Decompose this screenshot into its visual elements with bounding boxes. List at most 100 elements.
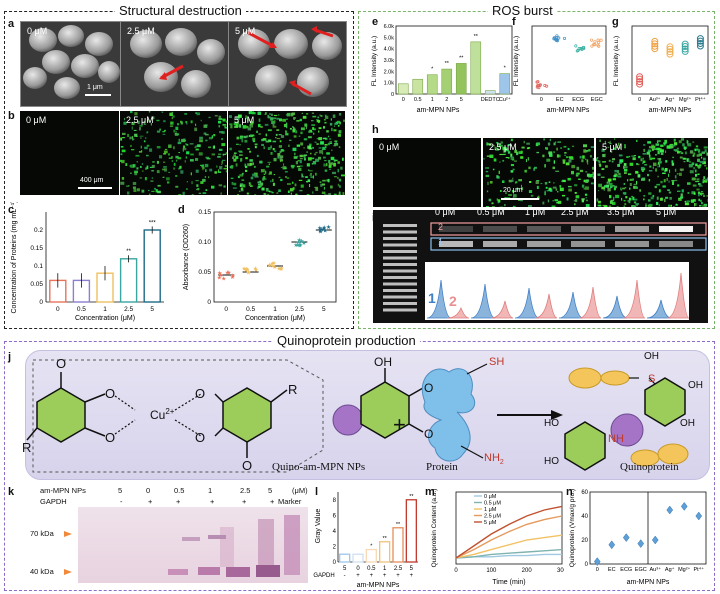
fluo-speckle	[171, 160, 173, 162]
fluo-speckle	[702, 179, 705, 182]
fluo-speckle	[120, 137, 123, 141]
x-tick-label: ECG	[620, 567, 632, 573]
blot-row-label-1: am-MPN NPs	[40, 486, 86, 495]
fluo-speckle	[199, 136, 203, 140]
fluo-speckle	[556, 154, 559, 158]
fluo-speckle	[512, 177, 514, 180]
fluo-speckle	[691, 162, 695, 166]
series-line	[455, 534, 563, 559]
fluo-speckle	[130, 172, 132, 174]
x-tick-label: 5	[410, 566, 414, 572]
fluo-speckle	[665, 160, 668, 163]
fluo-speckle	[179, 165, 182, 169]
fluo-speckle	[169, 125, 174, 127]
fluo-speckle	[221, 143, 226, 147]
data-point	[651, 45, 659, 53]
peak-1	[514, 287, 540, 319]
fluo-speckle	[607, 188, 611, 192]
fluo-speckle	[502, 159, 505, 162]
fluo-speckle	[617, 142, 620, 146]
fluo-speckle	[653, 162, 657, 166]
fluo-speckle	[553, 151, 555, 154]
fluo-speckle	[236, 116, 240, 120]
fluo-speckle	[623, 163, 627, 166]
data-point	[636, 73, 644, 81]
y-tick-label: 3.0k	[384, 58, 395, 64]
fluo-speckle	[583, 187, 585, 190]
data-point: ★	[217, 270, 222, 277]
fluo-speckle	[640, 158, 643, 162]
x-tick-label: 1	[431, 97, 434, 103]
x-axis-label: Concentration (μM)	[245, 315, 305, 322]
fluo-speckle	[342, 157, 344, 161]
fluo-speckle	[552, 166, 555, 170]
fluo-speckle	[282, 118, 286, 122]
fluo-speckle	[677, 184, 680, 187]
fluo-speckle	[198, 152, 203, 156]
fluo-speckle	[280, 135, 285, 138]
fluo-speckle	[162, 176, 165, 178]
data-point: ★	[272, 264, 277, 271]
fluo-speckle	[238, 150, 243, 152]
fluo-speckle	[601, 168, 605, 170]
blot-conc-label: 5	[268, 486, 273, 495]
fluo-speckle	[242, 172, 244, 175]
fluo-speckle	[156, 146, 161, 149]
fluo-speckle	[305, 176, 308, 178]
fluo-speckle	[329, 141, 332, 143]
gel-band-label-1: 1	[438, 237, 444, 247]
fluo-speckle	[703, 157, 706, 161]
fluo-speckle	[134, 170, 138, 174]
fluo-speckle	[500, 190, 502, 192]
bar	[470, 41, 482, 95]
fluo-speckle	[707, 177, 708, 179]
fluo-speckle	[308, 170, 313, 172]
fluo-speckle	[310, 176, 314, 178]
fluo-speckle	[280, 167, 284, 168]
fluo-speckle	[581, 159, 584, 163]
fluo-speckle	[171, 156, 173, 159]
data-point	[666, 50, 674, 58]
fluo-speckle	[496, 198, 498, 201]
fluo-speckle	[696, 188, 700, 191]
fluo-speckle	[239, 184, 242, 187]
fluo-speckle	[322, 146, 326, 150]
fluo-speckle	[257, 186, 259, 189]
fluo-speckle	[603, 189, 605, 191]
data-point: ★	[276, 265, 281, 272]
fluo-speckle	[658, 161, 660, 165]
gel-band-upper	[439, 226, 473, 232]
fluo-speckle	[280, 178, 283, 182]
fluo-speckle	[322, 137, 327, 140]
fluo-speckle	[642, 162, 644, 164]
fluo-speckle	[293, 156, 298, 159]
data-point	[593, 43, 597, 47]
fluo-speckle	[133, 129, 137, 131]
fluo-speckle	[190, 159, 194, 162]
fluo-speckle	[190, 153, 194, 156]
fluo-speckle	[201, 165, 203, 168]
fluo-speckle	[275, 133, 278, 136]
fluo-speckle	[185, 121, 188, 124]
fluo-speckle	[203, 132, 207, 135]
fluo-speckle	[657, 141, 659, 144]
fluo-speckle	[683, 146, 687, 149]
fluo-speckle	[623, 166, 628, 168]
data-point	[636, 78, 644, 86]
fluo-speckle	[204, 163, 209, 168]
fluo-speckle	[678, 140, 682, 144]
fluo-speckle	[652, 148, 657, 150]
product-ring-2	[564, 421, 606, 471]
fluo-speckle	[315, 187, 319, 191]
fluo-speckle	[146, 154, 149, 157]
blot-marker-label: Marker	[278, 497, 302, 506]
fluo-speckle	[121, 177, 125, 180]
fluo-speckle	[585, 197, 587, 199]
fluo-speckle	[698, 185, 703, 187]
fluo-speckle	[300, 184, 304, 188]
fluo-speckle	[598, 205, 602, 207]
fluo-speckle	[555, 170, 559, 172]
fluo-speckle	[703, 194, 705, 197]
fluo-speckle	[693, 199, 696, 202]
